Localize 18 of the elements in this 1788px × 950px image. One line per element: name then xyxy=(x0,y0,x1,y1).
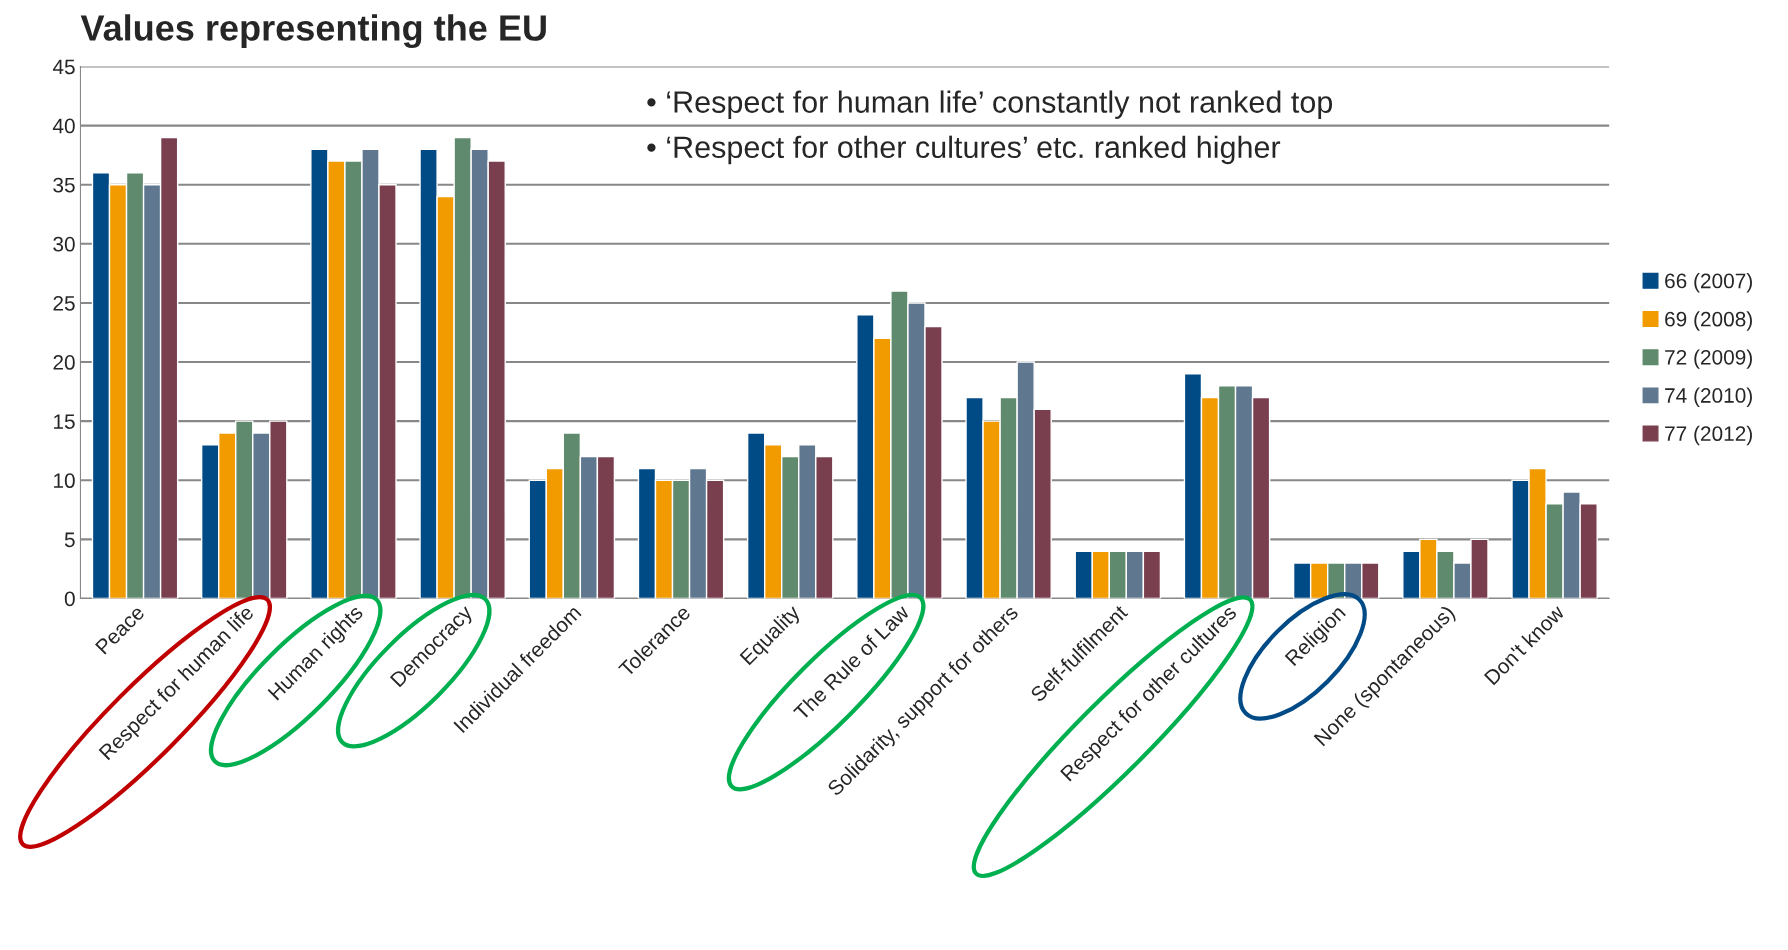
legend-label: 69 (2008) xyxy=(1665,311,1752,331)
y-tick-label: 20 xyxy=(53,355,75,370)
y-tick-label: 0 xyxy=(64,591,75,607)
y-tick-label: 10 xyxy=(54,473,75,489)
y-tick-label: 25 xyxy=(53,295,75,311)
y-tick-label: 15 xyxy=(54,414,75,429)
y-tick-label: 40 xyxy=(52,118,75,134)
legend-label: 74 (2010) xyxy=(1665,387,1752,407)
legend-label: 72 (2009) xyxy=(1665,349,1752,369)
y-tick-label: 30 xyxy=(53,236,75,252)
chart-title: Values representing the EU xyxy=(80,14,546,49)
legend-label: 77 (2012) xyxy=(1665,425,1752,446)
y-tick-label: 5 xyxy=(64,532,75,548)
y-tick-label: 35 xyxy=(53,177,75,193)
legend-label: 66 (2007) xyxy=(1665,273,1752,293)
y-tick-label: 45 xyxy=(52,59,75,75)
annotation: • ‘Respect for other cultures’ etc. ranked higher xyxy=(647,135,1281,165)
annotation: • ‘Respect for human life’ constantly not ranked top xyxy=(647,90,1333,119)
